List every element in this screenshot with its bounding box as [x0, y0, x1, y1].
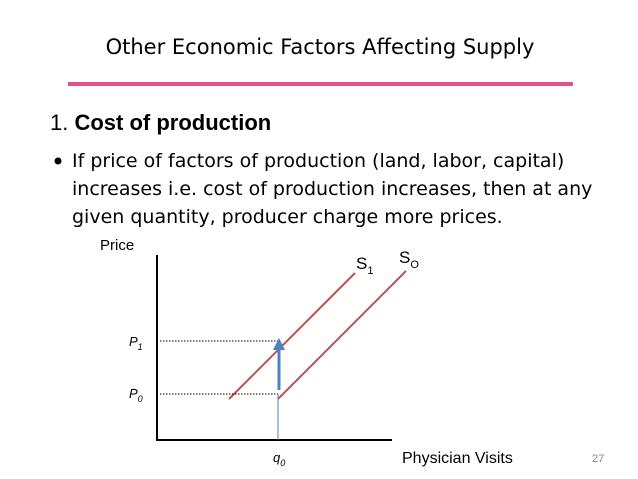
- label-sub: 0: [280, 458, 285, 468]
- supply-curve-s0: [277, 270, 407, 400]
- label-base: q: [273, 450, 281, 465]
- s0-label: SO: [399, 248, 419, 271]
- label-sub: 1: [367, 265, 373, 277]
- label-base: P: [129, 334, 138, 349]
- bullet-dot: [54, 157, 62, 165]
- shift-arrowhead: [273, 338, 285, 350]
- y-axis-label: Price: [100, 237, 134, 254]
- bullet-line: If price of factors of production (land,…: [72, 150, 564, 172]
- label-base: S: [399, 248, 410, 267]
- bullet-line: increases i.e. cost of production increa…: [72, 178, 592, 200]
- supply-diagram: Price Physician Visits S1 SO P1 P0 q0: [100, 237, 513, 468]
- label-sub: O: [410, 259, 419, 271]
- label-sub: 1: [138, 342, 143, 352]
- p1-label: P1: [129, 334, 143, 352]
- section-number: 1.: [50, 110, 68, 135]
- supply-curve-s1: [228, 272, 356, 400]
- slide-title: Other Economic Factors Affecting Supply: [106, 35, 535, 59]
- q0-label: q0: [273, 450, 285, 468]
- x-axis-label: Physician Visits: [402, 450, 513, 467]
- section-heading: 1. Cost of production: [50, 110, 271, 135]
- s1-label: S1: [356, 254, 373, 277]
- p0-label: P0: [129, 386, 143, 404]
- section-title: Cost of production: [74, 110, 271, 135]
- page-number: 27: [592, 453, 604, 465]
- label-base: S: [356, 254, 367, 273]
- bullet-line: given quantity, producer charge more pri…: [72, 206, 503, 228]
- label-base: P: [129, 386, 138, 401]
- label-sub: 0: [138, 394, 143, 404]
